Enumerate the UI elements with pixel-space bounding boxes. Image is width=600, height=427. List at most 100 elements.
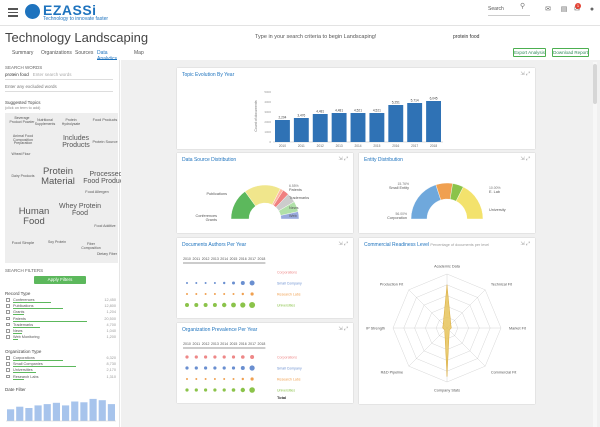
filter-row[interactable]: Small Companies 8,730 <box>6 362 116 367</box>
cloud-term[interactable]: Beverage Product Powder <box>9 116 35 124</box>
checkbox[interactable] <box>6 310 10 314</box>
expand-icon[interactable]: ⇲ ⤢ <box>520 156 530 162</box>
authors-chart: 2010 2011 2012 2013 2014 2015 2016 2017 2018 Corp… <box>183 257 302 308</box>
cloud-term[interactable]: Wheat Flour <box>11 152 31 156</box>
date-bar <box>34 405 42 421</box>
series-dot <box>213 388 217 392</box>
cloud-term[interactable]: Includes Products <box>62 135 90 149</box>
filter-row[interactable]: Corporations 6,320 <box>6 356 116 361</box>
filter-row[interactable]: Trademarks 4,700 <box>6 322 116 328</box>
page-scrollbar[interactable] <box>593 62 597 427</box>
radar-axis-label: Academic Data <box>434 265 461 269</box>
top-search-input[interactable]: Search <box>488 6 530 16</box>
tab-organizations[interactable]: Organizations <box>41 50 72 56</box>
radar-area <box>442 284 452 377</box>
search-words-label: SEARCH WORDS <box>5 65 43 70</box>
filter-row[interactable]: Grants 1,204 <box>6 310 116 316</box>
filter-row[interactable]: Publications 12,800 <box>6 304 116 309</box>
series-dot <box>185 303 189 307</box>
series-dot <box>204 378 207 380</box>
series-dot <box>241 292 244 296</box>
tab-summary[interactable]: Summary <box>12 50 34 56</box>
checkbox[interactable] <box>6 335 10 339</box>
expand-icon[interactable]: ⇲ ⤢ <box>520 71 530 77</box>
cloud-term[interactable]: Protein Source <box>92 140 118 144</box>
expand-icon[interactable]: ⇲ ⤢ <box>520 241 530 247</box>
apply-filters-button[interactable]: Apply Filters <box>34 276 86 284</box>
series-dot <box>194 388 198 392</box>
filter-count: 2,170 <box>106 368 116 373</box>
query-chip[interactable]: protein food <box>453 34 480 40</box>
checkbox[interactable] <box>6 304 10 308</box>
chat-icon[interactable]: ✉ <box>545 6 551 13</box>
export-analysis-button[interactable]: Export Analysis <box>513 48 546 57</box>
cloud-term[interactable]: Food Products <box>92 118 118 122</box>
filter-row[interactable]: Patents 20,500 <box>6 316 116 322</box>
filter-label: Trademarks <box>13 322 34 327</box>
filter-row[interactable]: Web Monitoring 1,200 <box>6 335 116 340</box>
expand-icon[interactable]: ⇲ ⤢ <box>338 326 348 332</box>
date-filter-chart[interactable] <box>6 393 116 423</box>
radar-spoke <box>408 327 448 367</box>
cloud-term[interactable]: Protein Hydrolysate <box>61 118 81 126</box>
cloud-term[interactable]: Human Food <box>18 206 50 227</box>
checkbox[interactable] <box>6 356 10 360</box>
checkbox[interactable] <box>6 322 10 327</box>
cloud-term[interactable]: Animal Food Composition Preparation <box>12 134 34 146</box>
tab-data-analytics[interactable]: Data Analytics <box>97 50 118 62</box>
checkbox[interactable] <box>6 316 10 321</box>
checkbox[interactable] <box>6 298 10 302</box>
card-title: Commercial Readiness Level Percentage of… <box>364 242 489 248</box>
search-filters-label: SEARCH FILTERS <box>5 268 44 273</box>
cloud-term[interactable]: Protein Material <box>41 166 75 187</box>
series-dot <box>231 388 236 392</box>
slice-percent: 15.76% <box>398 182 410 186</box>
exclude-field[interactable]: Enter any excluded words <box>5 84 113 92</box>
filter-row[interactable]: Conferences 12,450 <box>6 298 116 303</box>
search-icon[interactable]: ⚲ <box>520 3 526 10</box>
cloud-term[interactable]: Dairy Products <box>11 174 35 178</box>
cloud-term[interactable]: Processed Food Products <box>83 171 129 185</box>
checkbox[interactable] <box>6 374 10 379</box>
year-label: 2013 <box>211 342 219 346</box>
download-report-button[interactable]: Download Report <box>552 48 589 57</box>
document-icon[interactable]: ▤ <box>560 6 568 13</box>
filter-row[interactable]: Universities 2,170 <box>6 368 116 374</box>
scrollbar-thumb[interactable] <box>593 64 597 104</box>
checkbox[interactable] <box>6 329 10 333</box>
series-dot <box>186 282 188 284</box>
cloud-term[interactable]: Food Simple <box>11 240 35 245</box>
tab-sources[interactable]: Sources <box>75 50 94 56</box>
query-field[interactable]: protein food Enter search words <box>5 72 113 80</box>
cloud-term[interactable]: Fiber Composition <box>81 242 101 250</box>
expand-icon[interactable]: ⇲ ⤢ <box>338 156 348 162</box>
tab-map[interactable]: Map <box>134 50 144 56</box>
expand-icon[interactable]: ⇲ ⤢ <box>338 241 348 247</box>
cloud-term[interactable]: Soy Protein <box>47 240 67 244</box>
user-icon[interactable]: ● <box>589 6 595 13</box>
date-bar <box>7 409 15 421</box>
cloud-term[interactable]: Nutritional Supplements <box>34 118 56 126</box>
y-axis-label: Count of documents <box>254 100 258 132</box>
slice-label: Publications <box>207 192 228 196</box>
filter-row[interactable]: News 1,040 <box>6 329 116 334</box>
cloud-term[interactable]: Dietary Fiber <box>96 252 118 256</box>
checkbox[interactable] <box>6 362 10 366</box>
word-cloud: Beverage Product Powder Nutritional Suppl… <box>5 113 129 263</box>
radar-spoke <box>446 289 486 329</box>
cloud-term[interactable]: Whey Protein Food <box>58 203 102 217</box>
cloud-term[interactable]: Food Additive <box>94 224 116 228</box>
bar-value-label: 3,476 <box>297 114 305 118</box>
main-search-prompt[interactable]: Type in your search criteria to begin La… <box>255 34 377 40</box>
cloud-term[interactable]: Food Allergen <box>85 190 109 194</box>
slice <box>280 211 300 220</box>
slice-label: Small Entity <box>389 186 409 190</box>
checkbox[interactable] <box>6 368 10 372</box>
notification-icon[interactable]: ✉ <box>574 6 580 13</box>
year-label: 2014 <box>220 342 228 346</box>
filter-share-bar <box>13 314 24 316</box>
filter-row[interactable]: Research Labs 1,310 <box>6 374 116 380</box>
menu-icon[interactable] <box>8 8 18 17</box>
year-label: 2011 <box>193 342 201 346</box>
x-tick-label: 2014 <box>354 144 361 148</box>
